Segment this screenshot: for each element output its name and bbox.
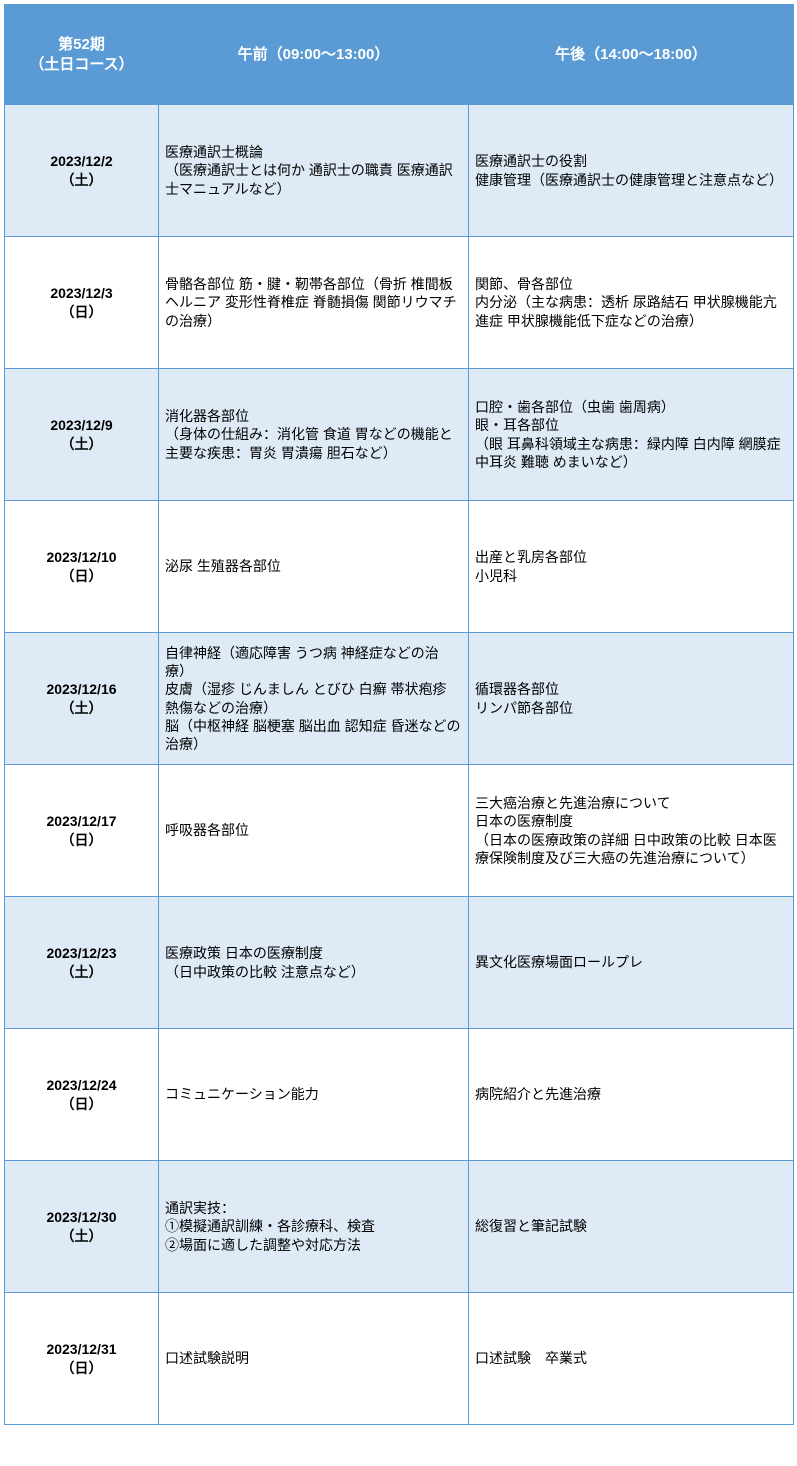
header-pm: 午後（14:00～18:00） (469, 5, 794, 105)
schedule-table: 第52期 （土日コース） 午前（09:00～13:00） 午後（14:00～18… (4, 4, 794, 1425)
day-text: （日） (61, 568, 103, 584)
am-cell: 自律神経（適応障害 うつ病 神経症などの治療）皮膚（湿疹 じんましん とびひ 白… (159, 633, 469, 765)
day-text: （土） (61, 172, 103, 188)
date-text: 2023/12/23 (46, 945, 116, 961)
date-text: 2023/12/24 (46, 1077, 116, 1093)
am-cell: 口述試験説明 (159, 1293, 469, 1425)
am-cell: 泌尿 生殖器各部位 (159, 501, 469, 633)
am-cell: コミュニケーション能力 (159, 1029, 469, 1161)
am-cell: 医療通訳士概論（医療通訳士とは何か 通訳士の職責 医療通訳士マニュアルなど） (159, 105, 469, 237)
table-row: 2023/12/23 （土） 医療政策 日本の医療制度（日中政策の比較 注意点など）… (5, 897, 794, 1029)
pm-cell: 医療通訳士の役割健康管理（医療通訳士の健康管理と注意点など） (469, 105, 794, 237)
pm-cell: 口腔・歯各部位（虫歯 歯周病）眼・耳各部位（眼 耳鼻科領域主な病患：緑内障 白内… (469, 369, 794, 501)
pm-cell: 三大癌治療と先進治療について日本の医療制度（日本の医療政策の詳細 日中政策の比較… (469, 765, 794, 897)
pm-cell: 口述試験 卒業式 (469, 1293, 794, 1425)
header-title-line1: 第52期 (58, 36, 105, 53)
day-text: （土） (61, 964, 103, 980)
pm-cell: 循環器各部位リンパ節各部位 (469, 633, 794, 765)
date-text: 2023/12/2 (50, 153, 112, 169)
date-text: 2023/12/31 (46, 1341, 116, 1357)
pm-cell: 関節、骨各部位内分泌（主な病患：透析 尿路結石 甲状腺機能亢進症 甲状腺機能低下… (469, 237, 794, 369)
table-row: 2023/12/24 （日） コミュニケーション能力病院紹介と先進治療 (5, 1029, 794, 1161)
pm-cell: 出産と乳房各部位小児科 (469, 501, 794, 633)
table-row: 2023/12/17 （日） 呼吸器各部位三大癌治療と先進治療について日本の医療制度… (5, 765, 794, 897)
am-cell: 呼吸器各部位 (159, 765, 469, 897)
day-text: （土） (61, 1228, 103, 1244)
am-cell: 消化器各部位（身体の仕組み：消化管 食道 胃などの機能と主要な疾患：胃炎 胃潰瘍… (159, 369, 469, 501)
header-course: 第52期 （土日コース） (5, 5, 159, 105)
table-row: 2023/12/2 （土） 医療通訳士概論（医療通訳士とは何か 通訳士の職責 医療通… (5, 105, 794, 237)
date-cell: 2023/12/16 （土） (5, 633, 159, 765)
header-title-line2: （土日コース） (29, 56, 133, 73)
table-row: 2023/12/30 （土） 通訳実技：①模擬通訳訓練・各診療科、検査②場面に適した… (5, 1161, 794, 1293)
date-cell: 2023/12/10 （日） (5, 501, 159, 633)
date-cell: 2023/12/30 （土） (5, 1161, 159, 1293)
table-row: 2023/12/31 （日） 口述試験説明口述試験 卒業式 (5, 1293, 794, 1425)
header-row: 第52期 （土日コース） 午前（09:00～13:00） 午後（14:00～18… (5, 5, 794, 105)
table-row: 2023/12/10 （日） 泌尿 生殖器各部位出産と乳房各部位小児科 (5, 501, 794, 633)
day-text: （日） (61, 304, 103, 320)
date-text: 2023/12/9 (50, 417, 112, 433)
date-cell: 2023/12/9 （土） (5, 369, 159, 501)
date-cell: 2023/12/23 （土） (5, 897, 159, 1029)
date-cell: 2023/12/2 （土） (5, 105, 159, 237)
am-cell: 通訳実技：①模擬通訳訓練・各診療科、検査②場面に適した調整や対応方法 (159, 1161, 469, 1293)
date-cell: 2023/12/31 （日） (5, 1293, 159, 1425)
date-text: 2023/12/10 (46, 549, 116, 565)
day-text: （土） (61, 436, 103, 452)
table-row: 2023/12/3 （日） 骨骼各部位 筋・腱・靭帯各部位（骨折 椎間板ヘルニア 変… (5, 237, 794, 369)
pm-cell: 病院紹介と先進治療 (469, 1029, 794, 1161)
table-row: 2023/12/16 （土） 自律神経（適応障害 うつ病 神経症などの治療）皮膚（湿… (5, 633, 794, 765)
day-text: （日） (61, 1096, 103, 1112)
day-text: （日） (61, 1360, 103, 1376)
day-text: （土） (61, 700, 103, 716)
header-am: 午前（09:00～13:00） (159, 5, 469, 105)
date-text: 2023/12/3 (50, 285, 112, 301)
date-cell: 2023/12/24 （日） (5, 1029, 159, 1161)
date-cell: 2023/12/17 （日） (5, 765, 159, 897)
am-cell: 骨骼各部位 筋・腱・靭帯各部位（骨折 椎間板ヘルニア 変形性脊椎症 脊髄損傷 関… (159, 237, 469, 369)
date-cell: 2023/12/3 （日） (5, 237, 159, 369)
date-text: 2023/12/17 (46, 813, 116, 829)
pm-cell: 異文化医療場面ロールプレ (469, 897, 794, 1029)
table-row: 2023/12/9 （土） 消化器各部位（身体の仕組み：消化管 食道 胃などの機能と… (5, 369, 794, 501)
am-cell: 医療政策 日本の医療制度（日中政策の比較 注意点など） (159, 897, 469, 1029)
day-text: （日） (61, 832, 103, 848)
date-text: 2023/12/16 (46, 681, 116, 697)
pm-cell: 総復習と筆記試験 (469, 1161, 794, 1293)
date-text: 2023/12/30 (46, 1209, 116, 1225)
schedule-body: 2023/12/2 （土） 医療通訳士概論（医療通訳士とは何か 通訳士の職責 医療通… (5, 105, 794, 1425)
